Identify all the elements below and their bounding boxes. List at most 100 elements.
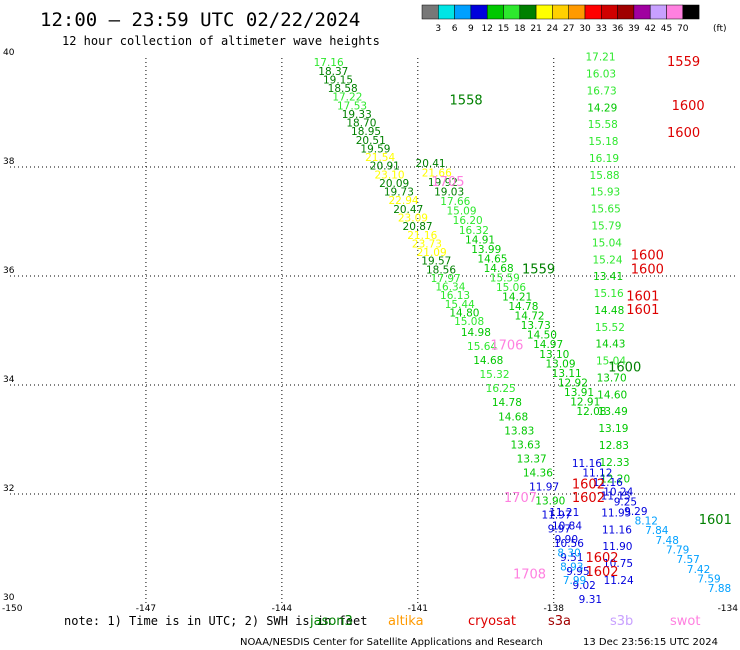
footer-credit: NOAA/NESDIS Center for Satellite Applica… [240, 637, 543, 648]
swh-value-label: 10.84 [552, 520, 582, 532]
swh-value-label: 18.56 [426, 264, 456, 276]
pass-time-label: 1600 [672, 99, 705, 114]
colorbar-tick-label: 3 [435, 24, 441, 34]
swh-value-label: 9.25 [614, 496, 637, 508]
pass-time-label: 1600 [608, 360, 641, 375]
swh-value-label: 17.97 [431, 273, 461, 285]
pass-time-label: 1602 [572, 491, 605, 506]
pass-time-label: 1559 [522, 262, 555, 277]
swh-value-label: 19.92 [428, 177, 458, 189]
pass-time-label: 1601 [699, 513, 732, 528]
colorbar-tick-label: 9 [468, 24, 474, 34]
swh-value-label: 16.73 [587, 85, 617, 97]
swh-value-label: 17.53 [337, 100, 367, 112]
colorbar-tick-label: 6 [452, 24, 458, 34]
colorbar-swatch [584, 4, 602, 20]
swh-value-label: 11.21 [549, 507, 579, 519]
x-tick-label: -150 [2, 604, 23, 614]
swh-value-label: 12.91 [570, 396, 600, 408]
swh-value-label: 14.78 [492, 397, 522, 409]
pass-time-label: 1601 [626, 303, 659, 318]
swh-value-label: 20.09 [379, 178, 409, 190]
swh-value-label: 21.09 [417, 247, 447, 259]
swh-value-label: 9.51 [560, 552, 583, 564]
swh-value-label: 11.24 [604, 575, 634, 587]
swh-value-label: 21.54 [365, 152, 395, 164]
swh-value-label: 20.91 [370, 161, 400, 173]
swh-value-label: 8.93 [560, 561, 583, 573]
colorbar-swatch [649, 4, 667, 20]
swh-value-label: 9.02 [572, 580, 595, 592]
pass-labels: 1558170515591706170717081559160016001600… [431, 55, 732, 582]
swh-value-label: 23.10 [374, 169, 404, 181]
swh-value-label: 11.16 [572, 458, 602, 470]
colorbar-swatch [503, 4, 521, 20]
swh-value-label: 10.24 [603, 487, 633, 499]
pass-time-label: 1602 [585, 565, 618, 580]
swh-value-label: 16.34 [435, 282, 465, 294]
swh-value-label: 13.83 [504, 425, 534, 437]
swh-value-label: 16.20 [453, 215, 483, 227]
swh-value-label: 7.57 [676, 554, 699, 566]
footer-timestamp: 13 Dec 23:56:15 UTC 2024 [583, 637, 718, 648]
swh-value-label: 19.57 [421, 256, 451, 268]
swh-value-label: 11.97 [529, 482, 559, 494]
colorbar-tick-label: 27 [563, 24, 574, 34]
y-tick-label: 34 [3, 375, 15, 385]
swh-value-label: 19.73 [384, 187, 414, 199]
swh-value-label: 14.78 [508, 301, 538, 313]
x-tick-label: -147 [136, 604, 156, 614]
swh-value-label: 14.48 [594, 305, 624, 317]
swh-value-label: 7.84 [645, 525, 669, 537]
swh-value-label: 9.95 [566, 566, 589, 578]
swh-value-label: 18.58 [328, 83, 358, 95]
swh-value-label: 9.97 [548, 524, 571, 536]
swh-value-label: 7.59 [697, 573, 720, 585]
satellite-legend-swot: swot [670, 614, 700, 629]
chart-grid [10, 58, 735, 603]
swh-value-label: 15.52 [595, 322, 625, 334]
colorbar-swatch [535, 4, 553, 20]
swh-value-label: 12.33 [600, 457, 630, 469]
colorbar-tick-label: 21 [530, 24, 541, 34]
swh-value-label: 14.72 [515, 311, 545, 323]
swh-value-label: 13.37 [517, 453, 547, 465]
swh-value-label: 23.73 [412, 238, 442, 250]
y-tick-label: 40 [3, 48, 15, 58]
swh-value-label: 15.65 [591, 204, 621, 216]
swh-value-label: 8.30 [557, 548, 580, 560]
swh-value-label: 9.90 [555, 534, 578, 546]
swh-value-label: 13.41 [593, 271, 623, 283]
swh-value-label: 15.18 [588, 136, 618, 148]
chart-title: 12:00 – 23:59 UTC 02/22/2024 [40, 9, 360, 31]
pass-time-label: 1600 [631, 262, 664, 277]
swh-value-label: 8.12 [635, 516, 658, 528]
swh-value-label: 17.66 [440, 196, 470, 208]
swh-value-label: 14.97 [533, 339, 563, 351]
swh-value-label: 14.65 [477, 253, 507, 265]
swh-value-label: 11.95 [601, 507, 631, 519]
colorbar-tick-label: 18 [514, 24, 526, 34]
swh-value-label: 18.95 [351, 126, 381, 138]
colorbar-swatch [454, 4, 472, 20]
swh-value-label: 22.94 [389, 195, 419, 207]
footer-note: note: 1) Time is in UTC; 2) SWH is in fe… [64, 614, 367, 628]
swh-value-label: 17.22 [332, 92, 362, 104]
swh-value-label: 17.21 [585, 52, 615, 64]
colorbar-tick-label: 45 [661, 24, 672, 34]
swh-value-label: 16.13 [440, 290, 470, 302]
swh-value-label: 15.04 [592, 237, 622, 249]
colorbar-swatch [633, 4, 651, 20]
pass-time-label: 1601 [626, 290, 659, 305]
pass-time-label: 1602 [585, 551, 618, 566]
chart-subtitle: 12 hour collection of altimeter wave hei… [62, 34, 380, 48]
satellite-legend-s3b: s3b [610, 614, 633, 629]
x-tick-label: -144 [272, 604, 293, 614]
swh-value-label: 11.16 [593, 477, 623, 489]
swh-value-label: 13.19 [598, 423, 628, 435]
x-tick-label: -138 [544, 604, 565, 614]
swh-value-label: 15.88 [590, 170, 620, 182]
pass-time-label: 1558 [450, 93, 483, 108]
swh-value-label: 7.88 [708, 583, 731, 595]
swh-value-label: 15.79 [591, 220, 621, 232]
